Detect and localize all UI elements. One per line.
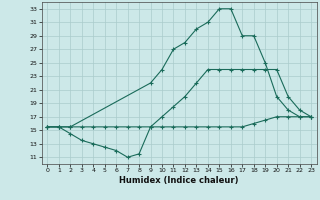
- X-axis label: Humidex (Indice chaleur): Humidex (Indice chaleur): [119, 176, 239, 185]
